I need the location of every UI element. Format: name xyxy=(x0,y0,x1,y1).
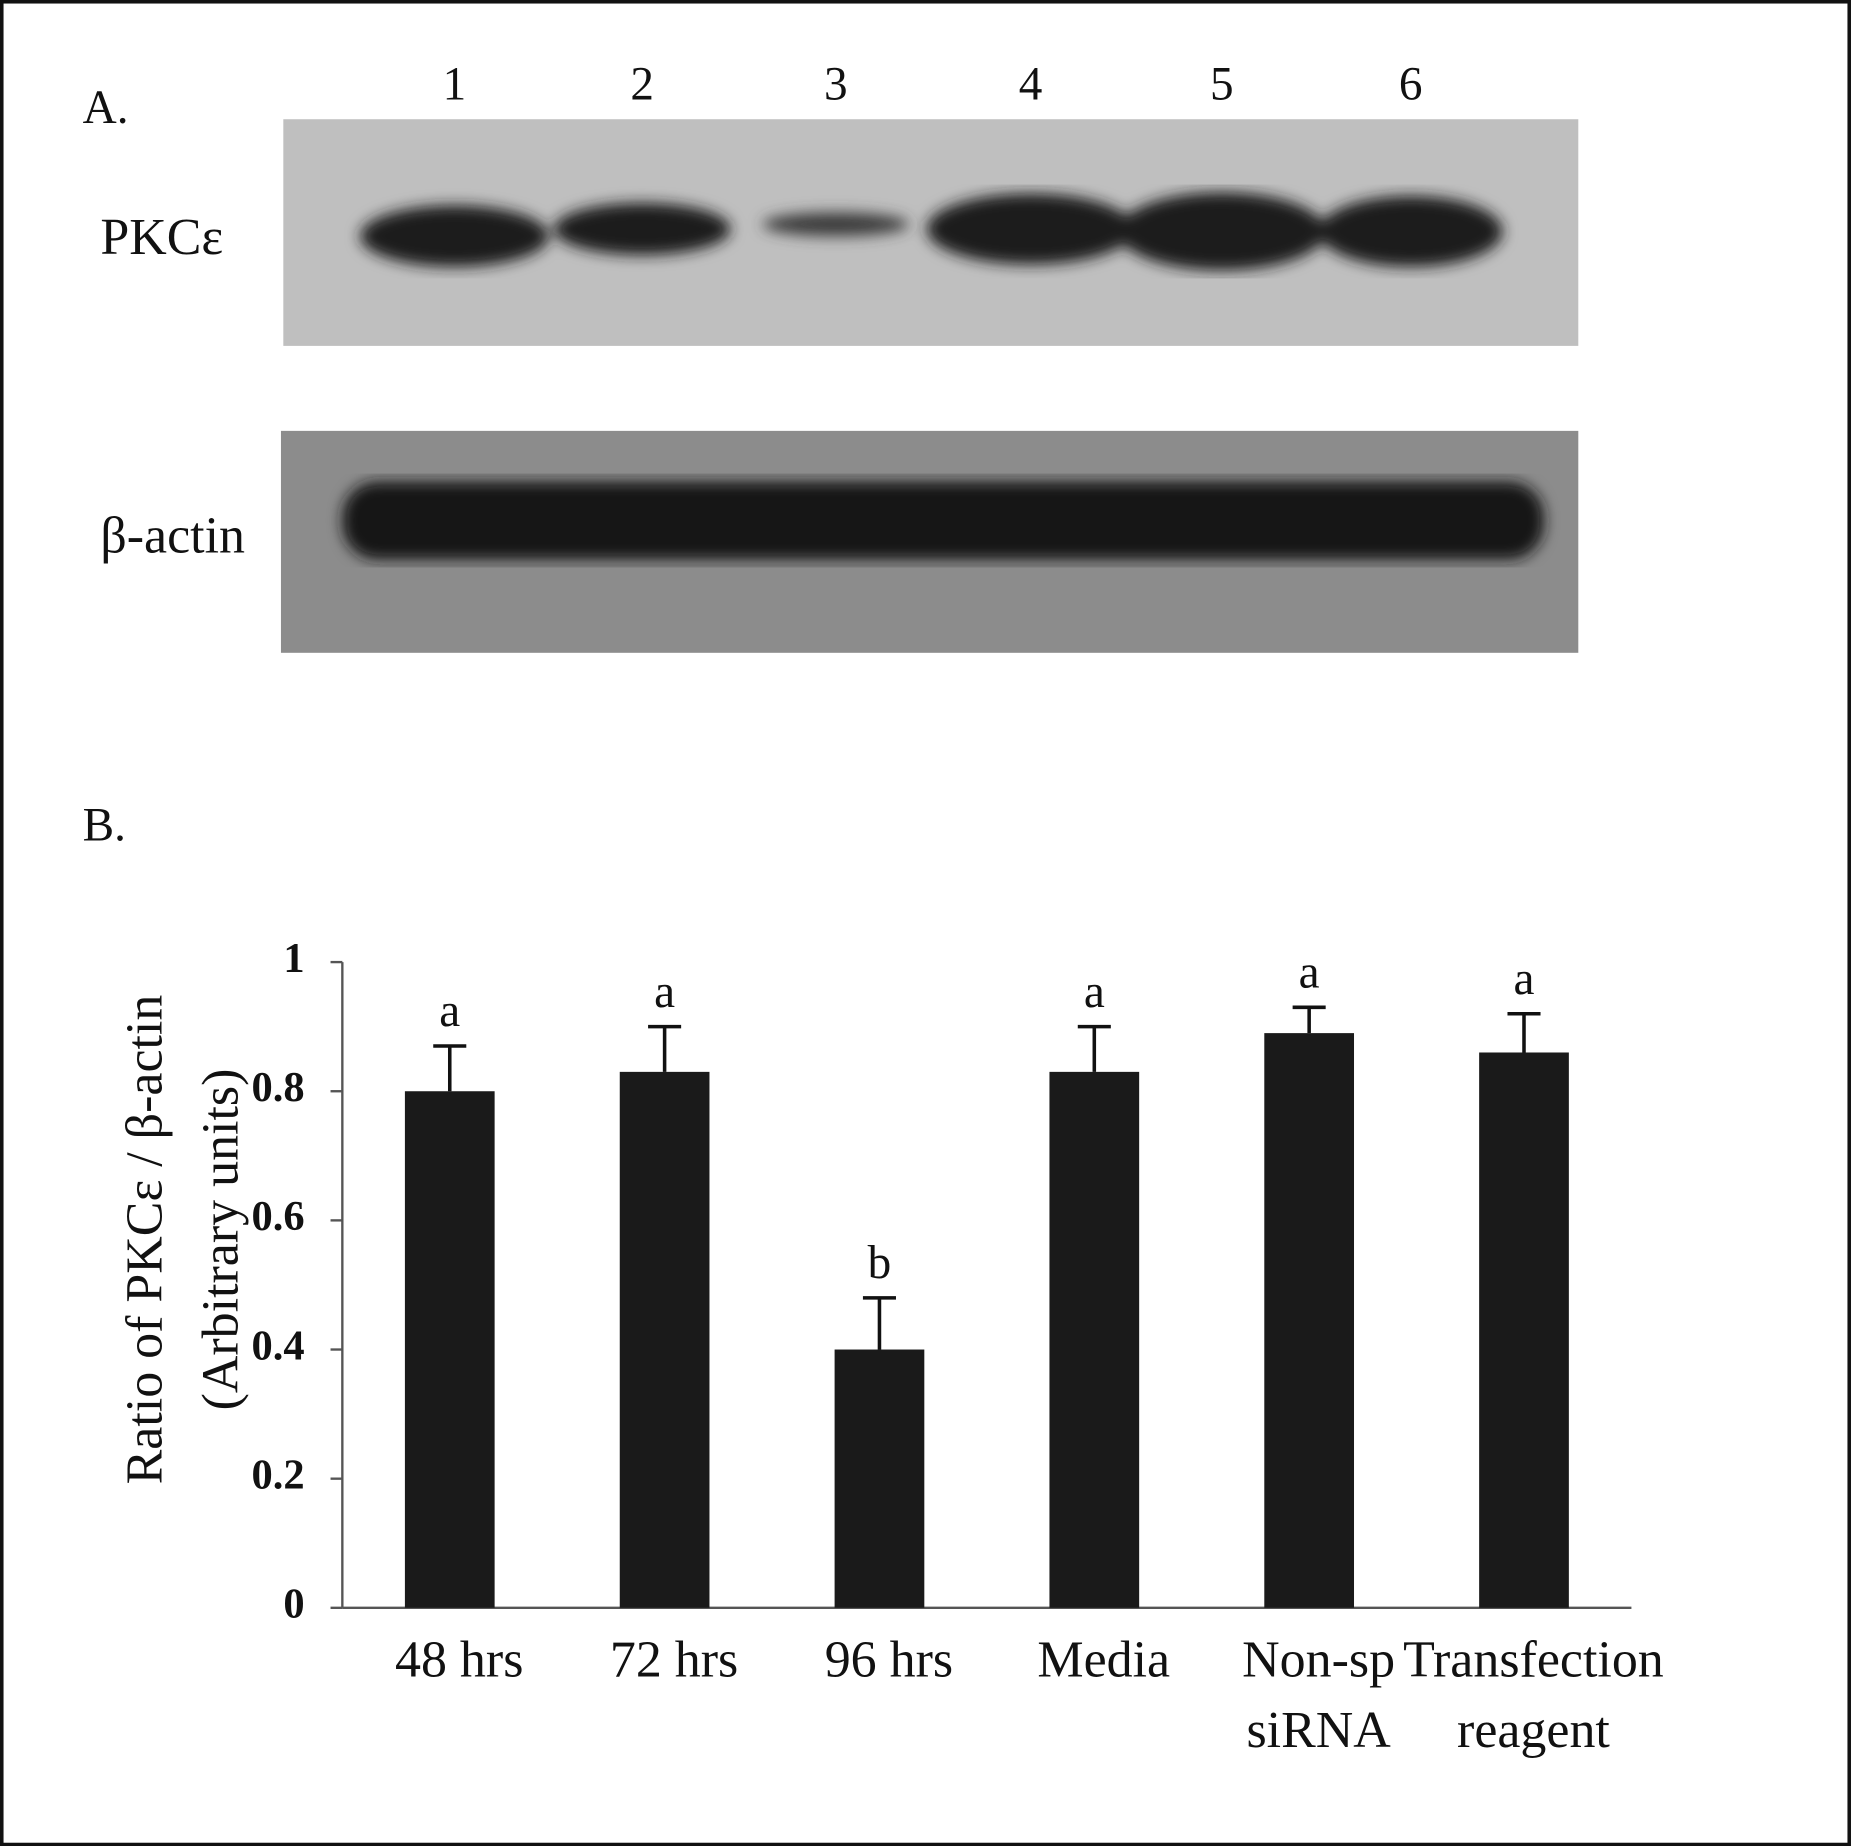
y-tick-label: 0.8 xyxy=(251,1064,304,1111)
bar xyxy=(1479,1052,1569,1608)
actin-bands xyxy=(342,481,1545,560)
error-bar xyxy=(1077,1024,1111,1072)
lane-label: 1 xyxy=(443,58,467,110)
significance-label: a xyxy=(1514,953,1535,1005)
lane-label: 5 xyxy=(1210,58,1234,110)
lane-labels: 1 2 3 4 5 6 xyxy=(443,58,1423,110)
bar xyxy=(404,1091,495,1608)
bar xyxy=(834,1349,925,1608)
bar xyxy=(619,1071,710,1608)
bar xyxy=(1264,1033,1355,1608)
significance-label: a xyxy=(1299,946,1320,998)
bar xyxy=(1049,1071,1140,1608)
x-tick-label: Media xyxy=(1037,1630,1171,1689)
lane-label: 2 xyxy=(630,58,654,110)
lane-label: 3 xyxy=(824,58,848,110)
error-bar xyxy=(433,1044,467,1092)
panel-label: B. xyxy=(83,800,126,852)
bar-chart: 0 0.2 0.4 0.6 0.8 1 a a b a a a xyxy=(251,935,1632,1628)
x-tick-label: Non-sp siRNA xyxy=(1242,1630,1396,1759)
x-tick-label: Transfection reagent xyxy=(1403,1630,1664,1759)
y-tick-label: 0.4 xyxy=(251,1322,304,1369)
significance-label: a xyxy=(1084,966,1105,1018)
y-tick-label: 0.6 xyxy=(251,1193,304,1240)
x-tick-label: 48 hrs xyxy=(394,1630,524,1689)
lane-label: 6 xyxy=(1399,58,1423,110)
panel-label: A. xyxy=(83,82,129,134)
significance-label: a xyxy=(439,985,460,1037)
significance-label: a xyxy=(654,966,675,1018)
band-label: β-actin xyxy=(100,508,245,565)
y-axis-label: Ratio of PKCε / β-actin (Arbitrary units… xyxy=(115,994,250,1485)
y-tick-label: 0 xyxy=(283,1581,304,1628)
y-tick-label: 0.2 xyxy=(251,1451,304,1498)
error-bar xyxy=(862,1296,896,1350)
error-bar xyxy=(648,1024,682,1072)
significance-label: b xyxy=(868,1237,892,1289)
y-tick-label: 1 xyxy=(283,935,304,982)
band-label: PKCε xyxy=(100,209,223,266)
x-tick-label: 72 hrs xyxy=(609,1630,739,1689)
pkc-bands xyxy=(360,192,1503,271)
error-bar xyxy=(1507,1011,1541,1053)
x-tick-label: 96 hrs xyxy=(824,1630,954,1689)
lane-label: 4 xyxy=(1019,58,1043,110)
error-bar xyxy=(1292,1005,1326,1034)
